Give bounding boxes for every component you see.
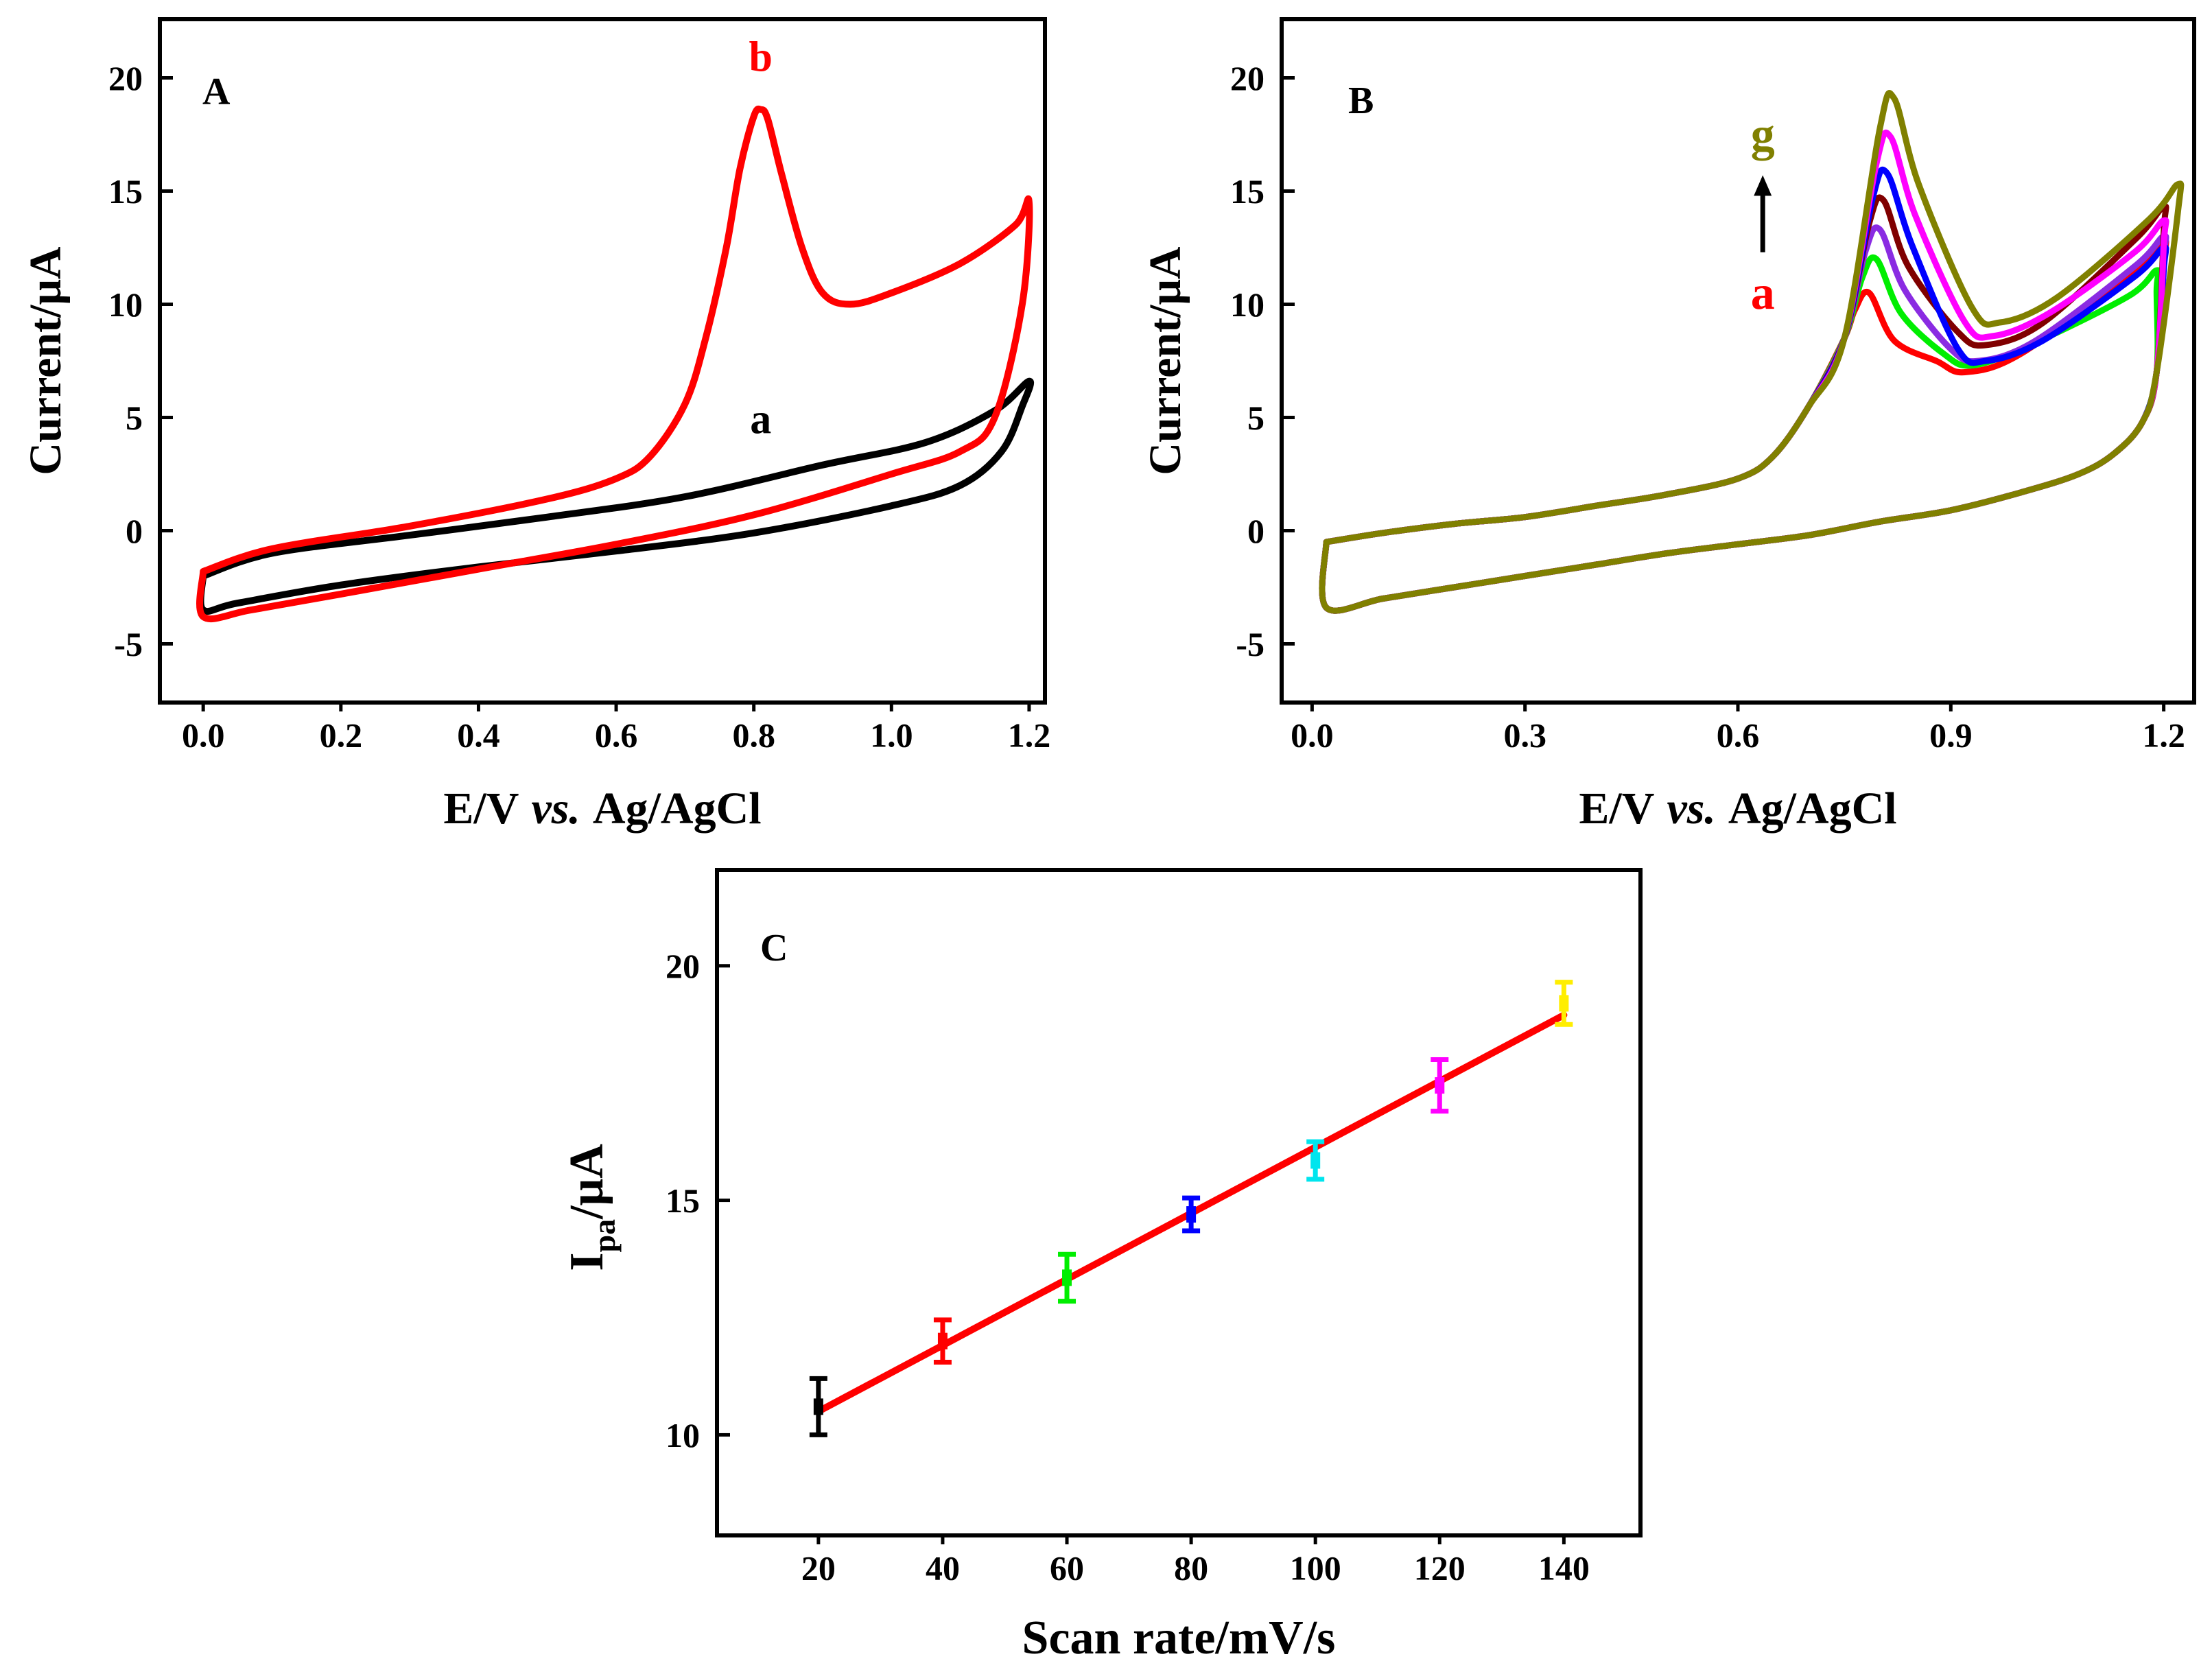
panel-a-label: A — [202, 71, 231, 113]
c-y-tick-label: 15 — [666, 1181, 700, 1220]
a-y-tick-label: 15 — [108, 172, 143, 211]
c-x-tick-label: 20 — [801, 1549, 836, 1588]
panel-c-y-title-main: I — [561, 1253, 613, 1271]
panel-a-x-title-tail: Ag/AgCl — [593, 783, 762, 834]
panel-c-data-point — [1310, 1152, 1321, 1169]
c-x-tick-label: 60 — [1050, 1549, 1084, 1588]
a-x-tick-label: 0.8 — [732, 716, 775, 755]
panel-a-x-title-italic: vs. — [531, 783, 580, 834]
panel-c-y-axis-title: Ipa/μA — [561, 1144, 622, 1271]
panel-a-curves — [196, 105, 1035, 623]
a-x-tick-label: 1.0 — [870, 716, 913, 755]
panel-b-curve-label: g — [1751, 108, 1775, 161]
panel-b-x-title-tail: Ag/AgCl — [1728, 783, 1897, 834]
b-y-tick-label: 10 — [1230, 285, 1264, 324]
panel-b-label: B — [1348, 80, 1374, 122]
panel-a-annotations: ba — [749, 34, 772, 443]
panel-b-arrow-head — [1754, 175, 1772, 196]
c-x-tick-label: 120 — [1414, 1549, 1466, 1588]
panel-c-x-axis-title: Scan rate/mV/s — [1022, 1612, 1336, 1664]
b-y-tick-label: 0 — [1247, 512, 1264, 550]
b-y-tick-label: 15 — [1230, 172, 1264, 211]
panel-b-y-axis-title: Current/μA — [1140, 246, 1190, 475]
c-y-tick-label: 10 — [666, 1416, 700, 1454]
c-y-tick-label: 20 — [666, 947, 700, 985]
b-x-tick-label: 0.9 — [1929, 716, 1973, 755]
b-y-tick-label: 5 — [1247, 399, 1264, 437]
panel-b-x-title-italic: vs. — [1667, 783, 1715, 834]
panel-b-curve-c — [1319, 224, 2169, 614]
panel-b-annotations: ga — [1751, 108, 1775, 320]
a-y-tick-label: 0 — [126, 512, 143, 550]
c-x-tick-label: 140 — [1538, 1549, 1590, 1588]
b-x-tick-label: 0.3 — [1503, 716, 1546, 755]
panel-b-x-title-main: E/V — [1579, 783, 1654, 834]
panel-c-y-title-sub: pa — [587, 1219, 622, 1253]
panel-b-frame — [1280, 17, 2196, 705]
panel-b-curves — [1319, 90, 2185, 614]
panel-a-frame — [158, 17, 1047, 705]
panel-a-x-axis-title: E/V vs. Ag/AgCl — [443, 783, 761, 834]
panel-b-curve-g — [1319, 90, 2185, 614]
a-x-tick-label: 0.2 — [320, 716, 363, 755]
a-x-tick-label: 0.0 — [182, 716, 225, 755]
panel-c-data-point — [1559, 995, 1569, 1012]
panel-a-curve-label: b — [749, 34, 772, 81]
panel-b-curve-f — [1319, 129, 2169, 614]
c-x-tick-label: 80 — [1174, 1549, 1208, 1588]
panel-a-curve-b — [196, 105, 1033, 623]
panel-b-curve-d — [1319, 194, 2169, 614]
panel-b-y-axis: -5 0 5 10 15 20 — [1230, 59, 1295, 663]
panel-b-curve-a — [1319, 237, 2169, 614]
a-y-tick-label: 5 — [126, 399, 143, 437]
panel-c-x-axis: 20 40 60 80 100 120 140 — [801, 1533, 1590, 1588]
c-x-tick-label: 100 — [1290, 1549, 1341, 1588]
panel-a-y-axis-title: Current/μA — [21, 246, 71, 475]
b-y-tick-label: 20 — [1230, 59, 1264, 97]
panel-a-x-axis: 0.0 0.2 0.4 0.6 0.8 1.0 1.2 — [182, 700, 1050, 755]
b-x-tick-label: 0.0 — [1291, 716, 1334, 755]
panel-c-y-axis: 10 15 20 — [666, 947, 730, 1454]
panel-c-data-point — [1435, 1077, 1445, 1094]
panel-a-curve-a — [197, 377, 1035, 615]
panel-a-x-title-main: E/V — [443, 783, 519, 834]
panel-b-x-axis-title: E/V vs. Ag/AgCl — [1579, 783, 1896, 834]
panel-c-data-point — [1062, 1269, 1072, 1286]
panel-c: C 10 15 20 20 40 60 80 100 120 140 Ipa/μA Scan r… — [561, 868, 1643, 1664]
panel-a-curve-label: a — [750, 397, 771, 443]
panel-c-frame — [715, 868, 1643, 1537]
panel-c-data-point — [813, 1398, 823, 1415]
panel-c-label: C — [760, 927, 788, 969]
c-x-tick-label: 40 — [926, 1549, 960, 1588]
a-y-tick-label: -5 — [114, 625, 143, 663]
a-x-tick-label: 1.2 — [1008, 716, 1051, 755]
panel-b-curve-label: a — [1751, 267, 1775, 320]
panel-a-y-axis: -5 0 5 10 15 20 — [108, 59, 173, 663]
a-y-tick-label: 10 — [108, 285, 143, 324]
b-y-tick-label: -5 — [1236, 625, 1264, 663]
panel-c-data-point — [937, 1332, 948, 1349]
a-x-tick-label: 0.6 — [595, 716, 638, 755]
a-y-tick-label: 20 — [108, 59, 143, 97]
b-x-tick-label: 0.6 — [1717, 716, 1760, 755]
panel-b-x-axis: 0.0 0.3 0.6 0.9 1.2 — [1291, 700, 2185, 755]
b-x-tick-label: 1.2 — [2142, 716, 2185, 755]
panel-c-points — [809, 980, 1573, 1437]
panel-c-y-title-tail: /μA — [561, 1144, 613, 1220]
a-x-tick-label: 0.4 — [457, 716, 500, 755]
panel-c-data-point — [1186, 1206, 1197, 1223]
